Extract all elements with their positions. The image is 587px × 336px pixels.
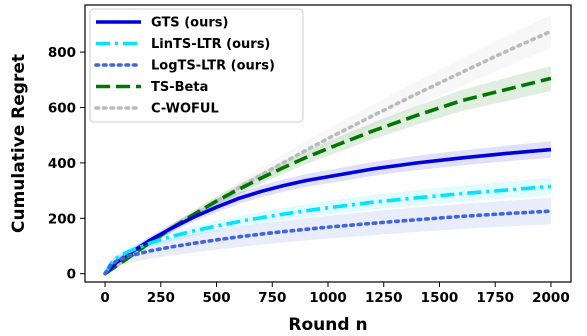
x-tick-label: 500 (202, 290, 230, 306)
x-tick-label: 1000 (309, 290, 347, 306)
y-tick-label: 400 (48, 156, 76, 172)
x-tick-label: 250 (147, 290, 175, 306)
y-tick-label: 0 (67, 267, 76, 283)
band-4 (105, 14, 551, 274)
x-axis-ticks: 0 250 500 750 1000 1250 1500 1750 2000 (100, 282, 570, 306)
x-tick-label: 750 (258, 290, 286, 306)
series-line-2 (103, 209, 553, 276)
y-tick-label: 800 (48, 45, 76, 61)
y-tick-label: 600 (48, 100, 76, 116)
x-tick-label: 1500 (421, 290, 459, 306)
series-lines (103, 29, 553, 276)
legend-label: LinTS-LTR (ours) (151, 37, 270, 52)
band-3 (105, 65, 551, 274)
legend-label: GTS (ours) (151, 16, 228, 31)
x-tick-label: 1750 (476, 290, 514, 306)
y-tick-label: 200 (48, 211, 76, 227)
legend-label: C-WOFUL (151, 102, 219, 117)
y-axis-ticks: 0 200 400 600 800 (48, 45, 85, 283)
legend-label: LogTS-LTR (ours) (151, 59, 275, 74)
x-tick-label: 2000 (532, 290, 570, 306)
x-axis-label: Round n (288, 315, 367, 335)
legend-label: TS-Beta (151, 80, 208, 95)
x-tick-label: 0 (100, 290, 109, 306)
series-line-1 (103, 184, 552, 275)
legend-box (89, 8, 304, 123)
band-1 (105, 177, 551, 274)
x-tick-label: 1250 (365, 290, 403, 306)
y-axis-label: Cumulative Regret (9, 54, 29, 233)
legend: GTS (ours) LinTS-LTR (ours) LogTS-LTR (our… (89, 8, 304, 123)
